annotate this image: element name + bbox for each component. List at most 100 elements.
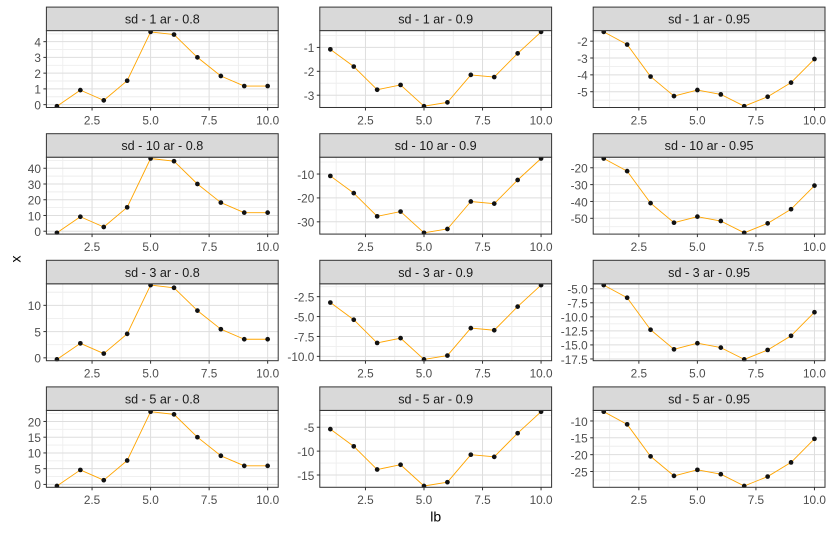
svg-text:sd - 10 ar - 0.9: sd - 10 ar - 0.9 — [395, 139, 477, 153]
svg-text:-15: -15 — [297, 469, 314, 483]
svg-text:7.5: 7.5 — [201, 367, 218, 381]
svg-text:7.5: 7.5 — [748, 240, 765, 254]
svg-text:7.5: 7.5 — [201, 493, 218, 507]
svg-text:x: x — [8, 255, 24, 262]
svg-text:10.0: 10.0 — [256, 493, 279, 507]
svg-text:10.0: 10.0 — [803, 240, 826, 254]
svg-text:-10: -10 — [571, 415, 588, 429]
svg-text:5.0: 5.0 — [689, 493, 706, 507]
svg-text:-7.5: -7.5 — [294, 330, 315, 344]
svg-text:-40: -40 — [571, 195, 588, 209]
svg-text:7.5: 7.5 — [201, 240, 218, 254]
svg-text:sd - 1 ar - 0.8: sd - 1 ar - 0.8 — [125, 13, 200, 27]
svg-text:0: 0 — [34, 478, 41, 492]
svg-text:-2: -2 — [304, 65, 315, 79]
svg-text:-1: -1 — [304, 41, 315, 55]
svg-text:-10: -10 — [297, 168, 314, 182]
svg-text:-10.0: -10.0 — [287, 350, 314, 364]
svg-text:5.0: 5.0 — [142, 113, 159, 127]
svg-text:2.5: 2.5 — [357, 367, 374, 381]
svg-text:10: 10 — [28, 299, 42, 313]
svg-text:-3: -3 — [577, 52, 588, 66]
svg-text:7.5: 7.5 — [748, 367, 765, 381]
svg-text:-20: -20 — [571, 162, 588, 176]
svg-text:10: 10 — [28, 209, 42, 223]
svg-text:0: 0 — [34, 352, 41, 366]
svg-text:5.0: 5.0 — [416, 493, 433, 507]
svg-text:5.0: 5.0 — [416, 240, 433, 254]
svg-text:-10: -10 — [297, 445, 314, 459]
svg-text:5.0: 5.0 — [416, 367, 433, 381]
svg-text:-10.0: -10.0 — [561, 311, 588, 325]
svg-text:10.0: 10.0 — [803, 367, 826, 381]
svg-text:5.0: 5.0 — [689, 240, 706, 254]
svg-text:10.0: 10.0 — [530, 367, 553, 381]
svg-text:-5.0: -5.0 — [294, 310, 315, 324]
svg-text:-30: -30 — [297, 216, 314, 230]
svg-text:-12.5: -12.5 — [561, 325, 588, 339]
svg-text:10.0: 10.0 — [803, 493, 826, 507]
svg-text:-25: -25 — [571, 465, 588, 479]
svg-text:-2: -2 — [577, 35, 588, 49]
svg-text:2.5: 2.5 — [631, 240, 648, 254]
svg-text:sd - 3 ar - 0.8: sd - 3 ar - 0.8 — [125, 266, 200, 280]
svg-text:-5: -5 — [577, 86, 588, 100]
svg-text:20: 20 — [28, 194, 42, 208]
svg-text:20: 20 — [28, 415, 42, 429]
svg-text:7.5: 7.5 — [474, 493, 491, 507]
svg-text:2.5: 2.5 — [357, 113, 374, 127]
svg-text:sd - 5 ar - 0.95: sd - 5 ar - 0.95 — [668, 392, 750, 406]
svg-text:10.0: 10.0 — [256, 367, 279, 381]
svg-text:-5: -5 — [304, 421, 315, 435]
svg-text:10.0: 10.0 — [256, 113, 279, 127]
svg-text:-4: -4 — [577, 69, 588, 83]
svg-text:5: 5 — [34, 325, 41, 339]
svg-text:-2.5: -2.5 — [294, 290, 315, 304]
svg-text:2.5: 2.5 — [84, 493, 101, 507]
svg-text:-30: -30 — [571, 178, 588, 192]
svg-text:10.0: 10.0 — [803, 113, 826, 127]
svg-text:-3: -3 — [304, 89, 315, 103]
svg-text:2.5: 2.5 — [84, 367, 101, 381]
svg-text:-15: -15 — [571, 432, 588, 446]
svg-text:sd - 1 ar - 0.95: sd - 1 ar - 0.95 — [668, 13, 750, 27]
svg-text:-5.0: -5.0 — [567, 283, 588, 297]
svg-text:30: 30 — [28, 178, 42, 192]
svg-text:10.0: 10.0 — [530, 240, 553, 254]
svg-text:40: 40 — [28, 162, 42, 176]
svg-text:0: 0 — [34, 98, 41, 112]
svg-text:2.5: 2.5 — [631, 367, 648, 381]
svg-text:2.5: 2.5 — [84, 240, 101, 254]
svg-text:-7.5: -7.5 — [567, 297, 588, 311]
svg-text:2.5: 2.5 — [631, 113, 648, 127]
svg-text:5.0: 5.0 — [416, 113, 433, 127]
svg-text:sd - 10 ar - 0.95: sd - 10 ar - 0.95 — [665, 139, 754, 153]
svg-text:2: 2 — [34, 67, 41, 81]
svg-text:sd - 3 ar - 0.9: sd - 3 ar - 0.9 — [398, 266, 473, 280]
svg-text:5: 5 — [34, 462, 41, 476]
svg-text:7.5: 7.5 — [201, 113, 218, 127]
svg-text:7.5: 7.5 — [474, 240, 491, 254]
svg-text:2.5: 2.5 — [357, 240, 374, 254]
svg-text:-20: -20 — [571, 448, 588, 462]
svg-text:sd - 5 ar - 0.8: sd - 5 ar - 0.8 — [125, 392, 200, 406]
svg-text:5.0: 5.0 — [689, 367, 706, 381]
svg-text:7.5: 7.5 — [748, 113, 765, 127]
svg-text:-15.0: -15.0 — [561, 339, 588, 353]
svg-text:5.0: 5.0 — [142, 367, 159, 381]
svg-text:2.5: 2.5 — [357, 493, 374, 507]
svg-text:-17.5: -17.5 — [561, 353, 588, 367]
svg-text:sd - 3 ar - 0.95: sd - 3 ar - 0.95 — [668, 266, 750, 280]
svg-text:sd - 5 ar - 0.9: sd - 5 ar - 0.9 — [398, 392, 473, 406]
svg-text:5.0: 5.0 — [142, 493, 159, 507]
svg-text:1: 1 — [34, 83, 41, 97]
svg-text:2.5: 2.5 — [631, 493, 648, 507]
svg-text:0: 0 — [34, 225, 41, 239]
svg-text:10.0: 10.0 — [530, 113, 553, 127]
svg-text:sd - 1 ar - 0.9: sd - 1 ar - 0.9 — [398, 13, 473, 27]
svg-text:10: 10 — [28, 447, 42, 461]
svg-text:3: 3 — [34, 51, 41, 65]
svg-text:lb: lb — [430, 509, 441, 525]
svg-text:2.5: 2.5 — [84, 113, 101, 127]
svg-text:-50: -50 — [571, 212, 588, 226]
